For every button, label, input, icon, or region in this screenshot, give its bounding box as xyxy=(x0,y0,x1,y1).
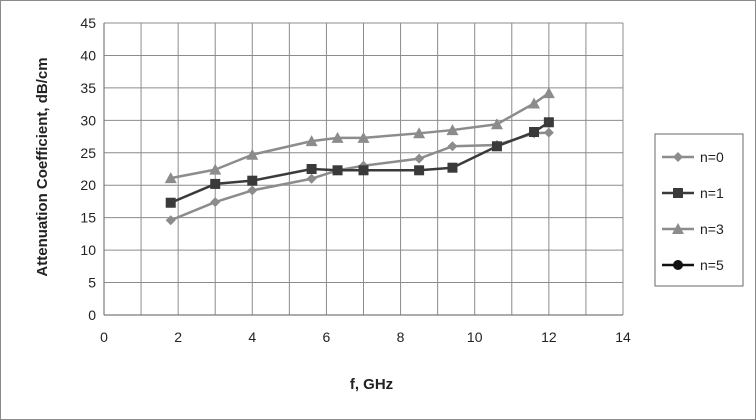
data-point xyxy=(491,141,502,152)
y-tick-label: 20 xyxy=(80,177,96,193)
legend-item-n-1: n=1 xyxy=(662,185,724,201)
data-point xyxy=(209,163,222,175)
y-tick-label: 10 xyxy=(80,242,96,258)
data-point xyxy=(413,127,426,139)
legend-swatch-marker xyxy=(673,260,683,270)
x-axis-title: f, GHz xyxy=(350,376,393,393)
y-tick-label: 25 xyxy=(80,145,96,161)
data-point xyxy=(332,165,343,176)
data-point xyxy=(529,127,540,138)
x-tick-label: 6 xyxy=(323,329,331,345)
data-point xyxy=(165,215,176,226)
legend-item-n-3: n=3 xyxy=(662,221,724,237)
data-point xyxy=(210,197,221,208)
y-tick-label: 35 xyxy=(80,80,96,96)
y-tick-label: 15 xyxy=(80,210,96,226)
x-tick-label: 8 xyxy=(397,329,405,345)
data-point xyxy=(447,141,458,152)
y-axis-title: Attenuation Coefficient, dB/cm xyxy=(34,57,51,276)
data-point xyxy=(210,178,221,189)
legend-label: n=5 xyxy=(700,257,724,273)
x-tick-label: 12 xyxy=(541,329,557,345)
legend-box xyxy=(654,133,744,287)
y-tick-label: 45 xyxy=(80,15,96,31)
legend-item-n-5: n=5 xyxy=(662,257,724,273)
legend-swatch-marker xyxy=(673,188,683,198)
data-point xyxy=(305,135,318,147)
data-point xyxy=(414,165,425,176)
data-point xyxy=(358,165,369,176)
data-point xyxy=(331,131,344,143)
data-point xyxy=(247,185,258,196)
y-tick-label: 5 xyxy=(88,275,96,291)
legend-label: n=3 xyxy=(700,221,724,237)
series-n-1 xyxy=(165,117,554,208)
x-tick-label: 0 xyxy=(100,329,108,345)
legend-item-n-0: n=0 xyxy=(662,149,724,165)
x-tick-label: 2 xyxy=(174,329,182,345)
x-tick-label: 4 xyxy=(248,329,256,345)
data-point xyxy=(446,124,459,136)
data-point xyxy=(165,197,176,208)
data-point xyxy=(490,118,503,130)
data-point xyxy=(164,172,177,184)
y-tick-label: 40 xyxy=(80,47,96,63)
y-tick-label: 30 xyxy=(80,112,96,128)
data-point xyxy=(543,127,554,138)
data-point xyxy=(306,173,317,184)
legend-swatch-marker xyxy=(672,223,684,234)
data-point xyxy=(357,131,370,143)
legend-label: n=0 xyxy=(700,149,724,165)
data-point xyxy=(306,164,317,174)
data-point xyxy=(447,162,458,173)
x-tick-label: 14 xyxy=(615,329,631,345)
series-n-3 xyxy=(164,87,555,184)
y-tick-label: 0 xyxy=(88,307,96,323)
data-point xyxy=(542,87,555,99)
data-point xyxy=(246,148,259,160)
legend-label: n=1 xyxy=(700,185,724,201)
data-point xyxy=(414,153,425,164)
legend-swatch-marker xyxy=(673,152,683,162)
data-point xyxy=(247,175,258,186)
data-point xyxy=(528,97,541,109)
legend: n=0 n=1 n=3 n=5 xyxy=(654,133,744,287)
x-tick-label: 10 xyxy=(467,329,483,345)
data-point xyxy=(543,117,554,128)
